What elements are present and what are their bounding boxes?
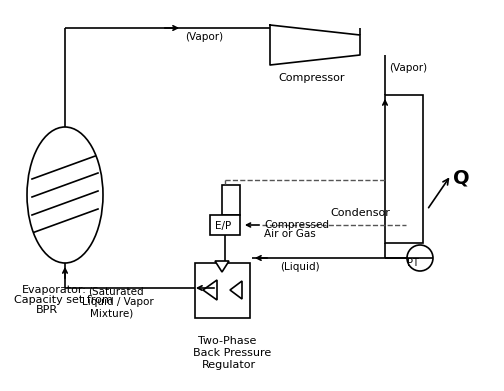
Text: (Saturated: (Saturated (88, 286, 144, 296)
Polygon shape (230, 281, 242, 299)
Text: Compressed: Compressed (264, 220, 329, 230)
Text: Capacity set from: Capacity set from (14, 295, 113, 305)
Text: (Vapor): (Vapor) (389, 63, 427, 73)
Text: Compressor: Compressor (278, 73, 345, 83)
Ellipse shape (27, 127, 103, 263)
Text: BPR: BPR (36, 305, 58, 315)
Text: Condensor: Condensor (330, 208, 390, 218)
Text: PT: PT (407, 258, 419, 268)
Text: E/P: E/P (215, 221, 231, 231)
Text: Q: Q (453, 168, 470, 187)
Bar (210, 215, 240, 235)
Text: Air or Gas: Air or Gas (264, 229, 316, 239)
Bar (385, 95, 423, 243)
Text: (Vapor): (Vapor) (185, 32, 223, 42)
Text: (Liquid): (Liquid) (280, 262, 320, 272)
Text: Mixture): Mixture) (90, 308, 133, 318)
Bar (195, 263, 250, 318)
Text: Back Pressure: Back Pressure (193, 348, 271, 358)
Polygon shape (215, 261, 229, 272)
Text: Liquid / Vapor: Liquid / Vapor (82, 297, 154, 307)
Text: Two-Phase: Two-Phase (198, 336, 257, 346)
Text: Evaporator:: Evaporator: (22, 285, 87, 295)
Text: Regulator: Regulator (202, 360, 256, 370)
Polygon shape (203, 280, 217, 300)
Bar (222, 185, 240, 215)
Circle shape (407, 245, 433, 271)
